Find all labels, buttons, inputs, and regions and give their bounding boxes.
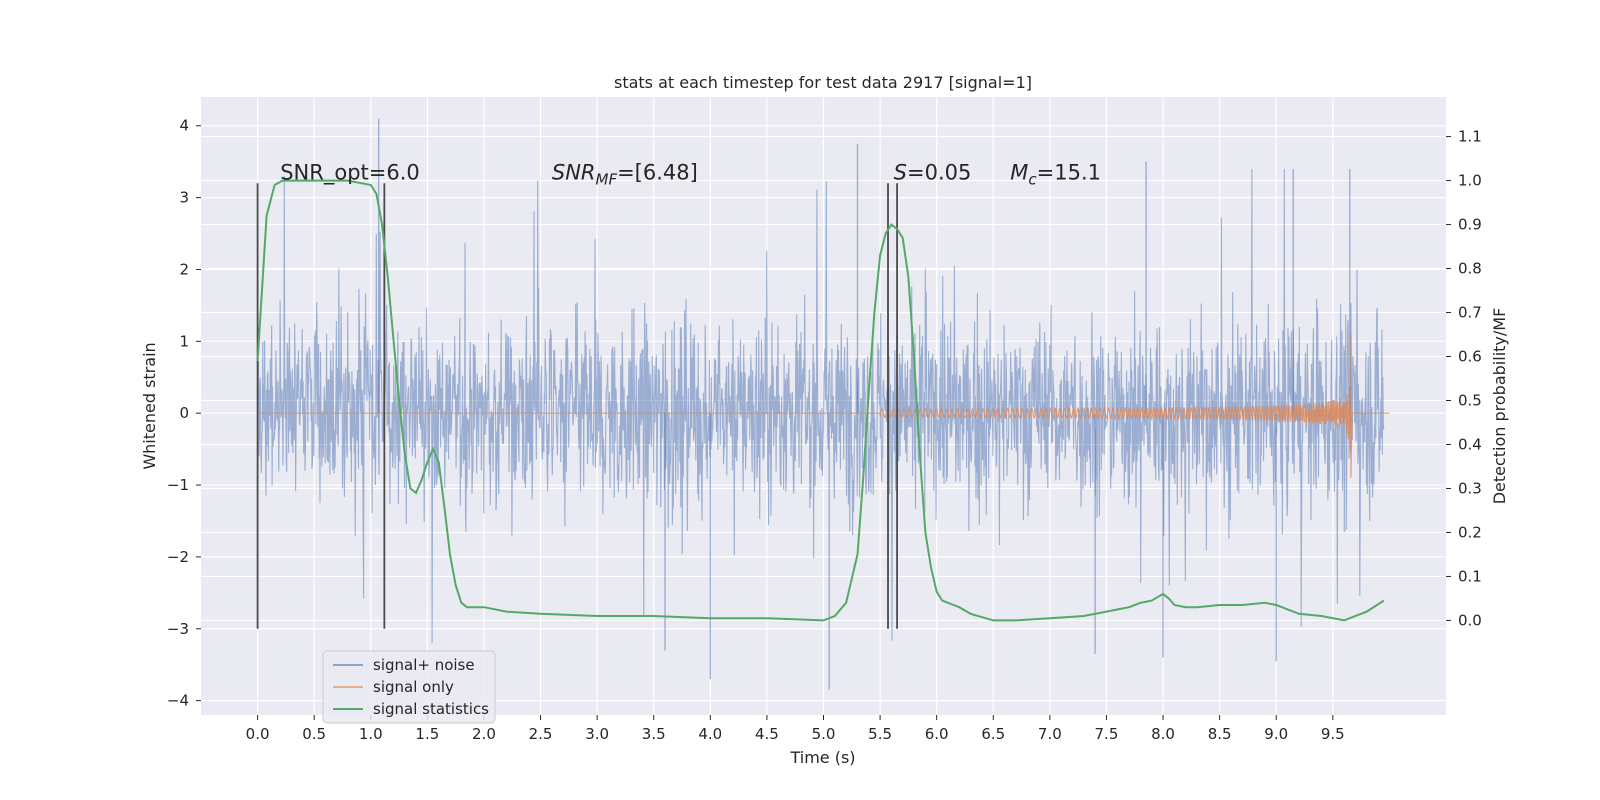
legend-label: signal statistics <box>373 700 489 718</box>
signal-plus-noise-spikes <box>378 118 1351 690</box>
x-tick-label: 2.0 <box>472 725 496 743</box>
y-tick-label: 0 <box>179 404 189 422</box>
y-tick-label: −3 <box>167 620 189 638</box>
x-tick-label: 5.0 <box>812 725 836 743</box>
signal-only-line <box>257 334 1390 478</box>
x-tick-label: 5.5 <box>868 725 892 743</box>
y-tick-label: 1 <box>179 332 189 350</box>
x-tick-label: 8.0 <box>1151 725 1175 743</box>
legend-box <box>322 650 496 724</box>
y-tick-label: −2 <box>167 548 189 566</box>
x-tick-label: 0.5 <box>302 725 326 743</box>
y-tick-label: 4 <box>179 117 189 135</box>
y2-tick-label: 0.3 <box>1458 479 1482 497</box>
x-tick-label: 1.5 <box>415 725 439 743</box>
y-tick-label: −4 <box>167 692 189 710</box>
x-tick-label: 4.0 <box>698 725 722 743</box>
y2-tick-label: 0.8 <box>1458 260 1482 278</box>
annotation-text: S=0.05 <box>894 161 972 185</box>
annotation-text: SNRMF=[6.48] <box>552 161 698 189</box>
x-tick-label: 7.0 <box>1038 725 1062 743</box>
legend-label: signal+ noise <box>373 656 475 674</box>
y2-tick-label: 1.1 <box>1458 128 1482 146</box>
x-axis-label: Time (s) <box>789 748 855 767</box>
x-tick-label: 7.5 <box>1095 725 1119 743</box>
legend: signal+ noise signal only signal statistic… <box>322 650 496 724</box>
x-tick-label: 4.5 <box>755 725 779 743</box>
y-axis-label: Whitened strain <box>140 342 159 469</box>
y2-axis-label: Detection probability/MF <box>1490 308 1509 505</box>
y2-tick-label: 0.6 <box>1458 348 1482 366</box>
x-tick-label: 9.5 <box>1321 725 1345 743</box>
x-tick-label: 1.0 <box>359 725 383 743</box>
x-tick-label: 0.0 <box>246 725 270 743</box>
x-tick-label: 8.5 <box>1208 725 1232 743</box>
y-tick-label: −1 <box>167 476 189 494</box>
y2-tick-label: 0.4 <box>1458 435 1482 453</box>
x-tick-label: 3.0 <box>585 725 609 743</box>
x-tick-label: 6.0 <box>925 725 949 743</box>
y-tick-label: 2 <box>179 260 189 278</box>
annotation-text: Mc=15.1 <box>1010 161 1101 189</box>
x-tick-label: 2.5 <box>529 725 553 743</box>
legend-label: signal only <box>373 678 454 696</box>
signal-statistics-line <box>256 179 1385 622</box>
y2-tick-label: 0.1 <box>1458 567 1482 585</box>
y2-tick-label: 0.2 <box>1458 523 1482 541</box>
chart-title: stats at each timestep for test data 291… <box>614 73 1032 92</box>
x-tick-label: 6.5 <box>981 725 1005 743</box>
x-tick-label: 3.5 <box>642 725 666 743</box>
x-tick-label: 9.0 <box>1264 725 1288 743</box>
y2-tick-label: 0.0 <box>1458 611 1482 629</box>
y2-tick-label: 0.9 <box>1458 216 1482 234</box>
y2-tick-label: 0.7 <box>1458 304 1482 322</box>
y-tick-label: 3 <box>179 189 189 207</box>
y2-tick-label: 0.5 <box>1458 392 1482 410</box>
y2-tick-label: 1.0 <box>1458 172 1482 190</box>
annotation-text: SNR_opt=6.0 <box>280 161 420 186</box>
